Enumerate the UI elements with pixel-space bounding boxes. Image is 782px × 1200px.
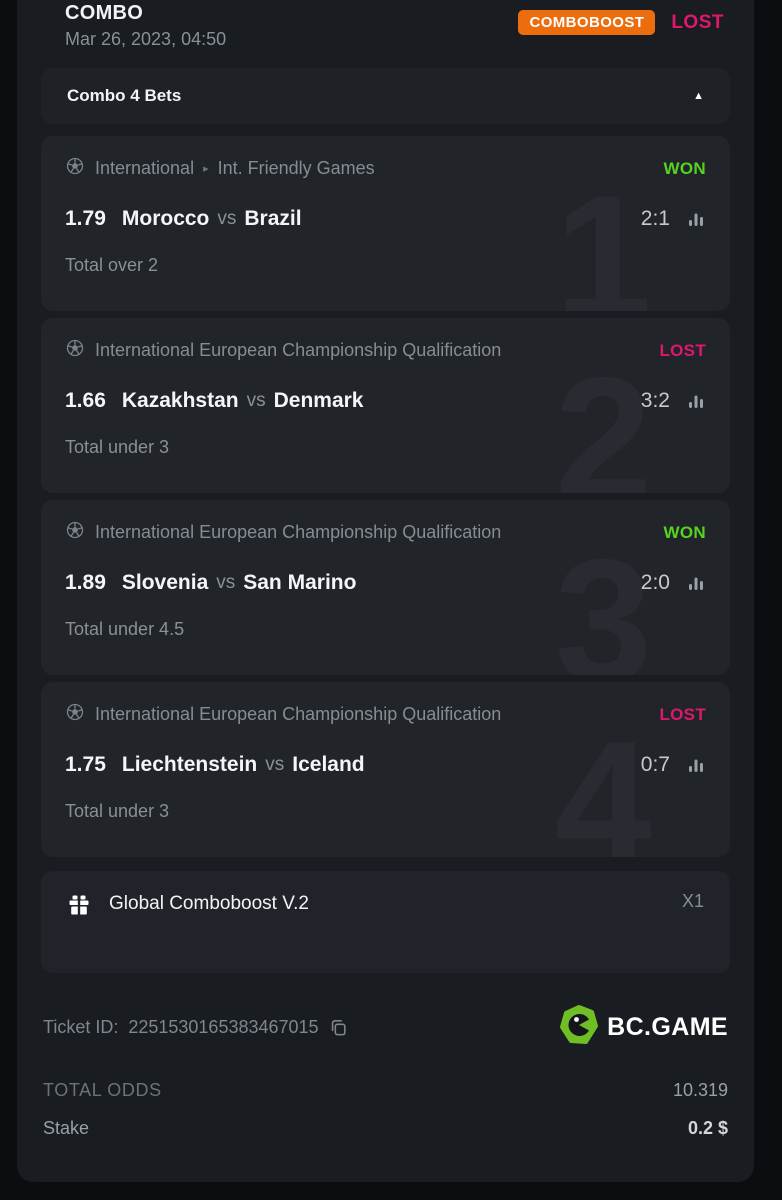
collapse-icon[interactable]: ▲ <box>693 89 704 102</box>
stake-value: 0.2 $ <box>687 1118 728 1138</box>
bet-odds: 1.75 <box>65 753 106 776</box>
ticket-id-label: Ticket ID: <box>43 1017 119 1037</box>
bet-status-badge: WON <box>663 522 706 542</box>
slip-header: COMBO Mar 26, 2023, 04:50 COMBOBOOST LOS… <box>17 0 754 50</box>
bet-odds: 1.66 <box>65 389 106 412</box>
home-team: Liechtenstein <box>121 753 258 776</box>
soccer-icon <box>65 702 85 727</box>
soccer-icon <box>65 338 85 363</box>
comboboost-name: Global Comboboost V.2 <box>109 893 309 914</box>
away-team: San Marino <box>243 571 357 594</box>
stats-icon[interactable] <box>686 573 706 593</box>
comboboost-badge: COMBOBOOST <box>518 10 656 35</box>
slip-date: Mar 26, 2023, 04:50 <box>65 29 227 49</box>
league-label: International European Championship Qual… <box>95 522 502 542</box>
vs-label: vs <box>246 390 266 411</box>
total-odds-value: 10.319 <box>672 1080 728 1100</box>
market-label: Total under 4.5 <box>65 619 185 639</box>
totals-section: TOTAL ODDS 10.319 Stake 0.2 $ <box>43 1080 728 1139</box>
market-label: Total under 3 <box>65 801 170 821</box>
comboboost-card: Global Comboboost V.2 X1 <box>41 871 730 973</box>
bet-status-badge: WON <box>663 158 706 178</box>
bcgame-logo-mark <box>559 1005 599 1050</box>
stats-icon[interactable] <box>686 755 706 775</box>
bet-card: 4 International European Championship Qu… <box>41 682 730 857</box>
home-team: Kazakhstan <box>121 389 239 412</box>
gift-icon <box>67 893 91 922</box>
soccer-icon <box>65 520 85 545</box>
home-team: Morocco <box>121 207 210 230</box>
bet-list: 1 International ▸ Int. Friendly Games <box>41 136 730 857</box>
bet-card: 3 International European Championship Qu… <box>41 500 730 675</box>
bet-card: 1 International ▸ Int. Friendly Games <box>41 136 730 311</box>
slip-type-title: COMBO <box>65 2 144 24</box>
bet-card: 2 International European Championship Qu… <box>41 318 730 493</box>
stats-icon[interactable] <box>686 209 706 229</box>
home-team: Slovenia <box>121 571 209 594</box>
total-odds-label: TOTAL ODDS <box>43 1080 162 1100</box>
stake-label: Stake <box>43 1118 90 1138</box>
breadcrumb-icon: ▸ <box>203 163 209 175</box>
bcgame-logo: BC.GAME <box>559 1005 728 1050</box>
bcgame-logo-text: BC.GAME <box>607 1013 728 1041</box>
league-label: International European Championship Qual… <box>95 704 502 724</box>
match-score: 0:7 <box>640 753 670 776</box>
away-team: Denmark <box>273 389 364 412</box>
soccer-icon <box>65 156 85 181</box>
match-score: 2:1 <box>640 207 670 230</box>
away-team: Iceland <box>292 753 365 776</box>
slip-status-label: LOST <box>671 11 724 33</box>
vs-label: vs <box>265 754 285 775</box>
match-score: 3:2 <box>640 389 670 412</box>
comboboost-multiplier: X1 <box>681 891 704 911</box>
bet-odds: 1.89 <box>65 571 106 594</box>
ticket-row: Ticket ID: 2251530165383467015 BC.GAME <box>43 1005 728 1050</box>
ticket-id-value: 2251530165383467015 <box>128 1017 319 1037</box>
league-label: International <box>95 158 195 178</box>
vs-label: vs <box>217 208 237 229</box>
market-label: Total under 3 <box>65 437 170 457</box>
stats-icon[interactable] <box>686 391 706 411</box>
bet-status-badge: LOST <box>659 704 706 724</box>
bet-slip-modal: COMBO Mar 26, 2023, 04:50 COMBOBOOST LOS… <box>17 0 754 1182</box>
league-label: International European Championship Qual… <box>95 340 502 360</box>
bet-status-badge: LOST <box>659 340 706 360</box>
match-score: 2:0 <box>640 571 670 594</box>
market-label: Total over 2 <box>65 255 159 275</box>
bet-odds: 1.79 <box>65 207 106 230</box>
copy-icon[interactable] <box>329 1018 348 1037</box>
combo-bets-label: Combo 4 Bets <box>67 86 182 105</box>
league-sublabel: Int. Friendly Games <box>217 158 375 178</box>
away-team: Brazil <box>244 207 302 230</box>
combo-bets-toggle[interactable]: Combo 4 Bets ▲ <box>41 68 730 124</box>
vs-label: vs <box>216 572 236 593</box>
